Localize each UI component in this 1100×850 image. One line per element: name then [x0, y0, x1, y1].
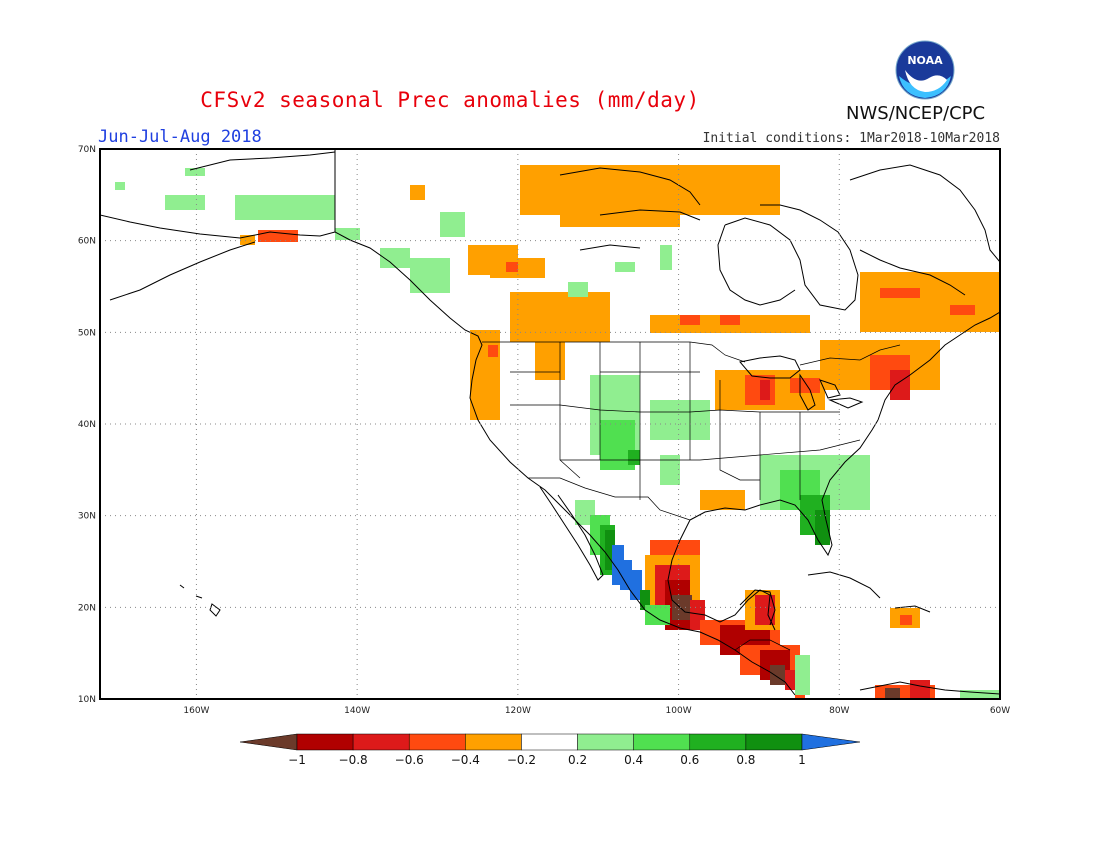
anomaly-cell [185, 168, 205, 176]
anomaly-cell [640, 590, 650, 610]
lon-label-60W: 60W [990, 706, 1010, 716]
anomaly-cell [795, 655, 810, 695]
colorbar-label: 0.8 [736, 753, 755, 767]
anomaly-cell [660, 455, 680, 485]
lat-label-20N: 20N [78, 603, 96, 613]
anomaly-cell [520, 165, 780, 215]
lon-label-100W: 100W [666, 706, 692, 716]
colorbar-label: 0.6 [680, 753, 699, 767]
lat-label-30N: 30N [78, 512, 96, 522]
anomaly-cell [755, 595, 775, 625]
anomaly-cell [700, 490, 745, 510]
anomaly-cell [115, 182, 125, 190]
colorbar-label: −0.2 [507, 753, 536, 767]
anomaly-cell [650, 400, 710, 440]
colorbar-label: −0.8 [339, 753, 368, 767]
political-borders [334, 149, 901, 651]
anomaly-cell [258, 230, 298, 242]
anomaly-cell [900, 615, 912, 625]
anomaly-cell [720, 315, 740, 325]
colorbar-segment [352, 733, 410, 751]
lon-label-120W: 120W [505, 706, 531, 716]
anomaly-cell [440, 212, 465, 237]
lat-label-60N: 60N [78, 237, 96, 247]
anomaly-cell [960, 690, 1000, 699]
lat-label-70N: 70N [78, 145, 96, 155]
anomaly-cell [620, 560, 632, 590]
colorbar-label: −1 [288, 753, 306, 767]
lon-label-160W: 160W [183, 706, 209, 716]
agency-label: NWS/NCEP/CPC [846, 103, 986, 124]
colorbar-segment [577, 733, 634, 751]
anomaly-cell [605, 530, 615, 570]
colorbar-segment [521, 733, 578, 751]
longitude-labels: 160W 140W 120W 100W 80W 60W [183, 706, 1010, 716]
anomaly-cell [568, 282, 588, 297]
colorbar-segment [408, 733, 466, 751]
colorbar-label: −0.6 [395, 753, 424, 767]
graticule [100, 149, 1000, 699]
colorbar-arrow-low [239, 733, 298, 751]
anomaly-cell [645, 605, 670, 625]
anomaly-cell [335, 228, 360, 240]
colorbar-segment [689, 733, 747, 751]
anomaly-cell [680, 315, 700, 325]
map-title: CFSv2 seasonal Prec anomalies (mm/day) [200, 88, 700, 112]
anomaly-cell [880, 288, 920, 298]
colorbar-arrow-high [801, 733, 861, 751]
anomaly-cell [660, 245, 672, 270]
anomaly-cells [115, 165, 1000, 699]
anomaly-cell [235, 195, 335, 220]
colorbar-label: −0.4 [451, 753, 480, 767]
anomaly-cell [488, 345, 498, 357]
colorbar-segment [296, 733, 354, 751]
anomaly-cell [790, 378, 820, 393]
logo-text: NOAA [907, 54, 943, 67]
anomaly-cell [165, 195, 205, 210]
anomaly-cell [672, 595, 692, 620]
colorbar-label: 0.4 [624, 753, 643, 767]
colorbar-segment [633, 733, 691, 751]
latitude-labels: 70N 60N 50N 40N 30N 20N 10N [78, 145, 96, 705]
anomaly-cell [410, 185, 425, 200]
colorbar-segment [465, 733, 522, 751]
anomaly-cell [560, 215, 680, 227]
anomaly-cell [380, 248, 410, 268]
lat-label-50N: 50N [78, 328, 96, 338]
anomaly-cell [760, 380, 770, 400]
anomaly-cell [506, 262, 518, 272]
season-label: Jun-Jul-Aug 2018 [98, 127, 262, 147]
anomaly-cell [615, 262, 635, 272]
anomaly-cell [628, 450, 640, 465]
lon-label-80W: 80W [829, 706, 849, 716]
initial-conditions-label: Initial conditions: 1Mar2018-10Mar2018 [702, 131, 1000, 146]
anomaly-cell [240, 235, 255, 245]
anomaly-cell [890, 370, 910, 400]
colorbar-segment [745, 733, 803, 751]
anomaly-cell [885, 688, 900, 699]
colorbar-label: 1 [798, 753, 806, 767]
anomaly-cell [860, 272, 1000, 332]
lon-label-140W: 140W [344, 706, 370, 716]
lat-label-40N: 40N [78, 420, 96, 430]
anomaly-cell [950, 305, 975, 315]
lat-label-10N: 10N [78, 695, 96, 705]
map-frame [99, 148, 1001, 700]
anomaly-cell [510, 292, 610, 342]
colorbar-label: 0.2 [568, 753, 587, 767]
noaa-logo: NOAA [895, 40, 955, 100]
anomaly-cell [630, 570, 642, 600]
